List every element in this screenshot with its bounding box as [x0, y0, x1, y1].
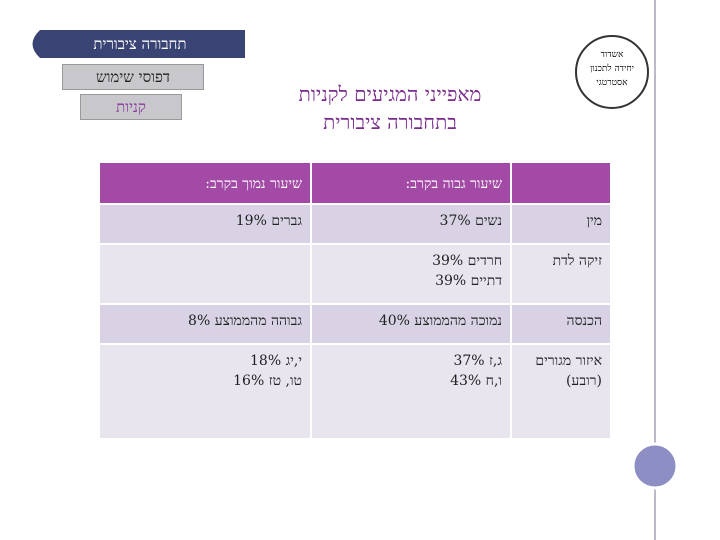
table-row: זיקה לדת חרדים 39% דתיים 39%: [100, 245, 610, 305]
title-line: מאפייני המגיעים לקניות: [298, 82, 482, 106]
table-cell: [100, 245, 310, 305]
table-cell: איזור מגורים (רובע): [510, 345, 610, 440]
logo-text: יחידה לתכנון: [589, 64, 635, 74]
table-cell: הכנסה: [510, 305, 610, 345]
cell-text: י,יג 18%: [250, 353, 302, 369]
table-cell: נמוכה מהממוצע 40%: [310, 305, 510, 345]
table: שיעור גבוה בקרב: שיעור נמוך בקרב: מין נשי…: [100, 163, 610, 440]
cell-text: (רובע): [565, 373, 602, 389]
cell-text: דתיים 39%: [435, 273, 502, 289]
cell-text: זיקה לדת: [552, 253, 602, 269]
cell-text: גברים 19%: [235, 213, 302, 229]
logo: אשדוד יחידה לתכנון אסטרטגי: [578, 48, 646, 90]
table-row: מין נשים 37% גברים 19%: [100, 205, 610, 245]
logo-text: אסטרטגי: [596, 78, 628, 88]
table-cell: נשים 37%: [310, 205, 510, 245]
cell-text: נשים 37%: [439, 213, 502, 229]
cell-text: ו,ח 43%: [450, 373, 502, 389]
table-row: הכנסה נמוכה מהממוצע 40% גבוהה מהממוצע 8%: [100, 305, 610, 345]
header-row: שיעור גבוה בקרב: שיעור נמוך בקרב:: [100, 163, 610, 205]
table-cell: מין: [510, 205, 610, 245]
cell-text: גבוהה מהממוצע 8%: [188, 313, 302, 329]
cell-text: טו, טז 16%: [233, 373, 302, 389]
table-cell: י,יג 18% טו, טז 16%: [100, 345, 310, 440]
ornament: [631, 442, 679, 490]
cell-text: איזור מגורים: [535, 353, 602, 369]
table-cell: גברים 19%: [100, 205, 310, 245]
cell-text: מין: [586, 213, 602, 229]
nav-tab[interactable]: קניות: [80, 94, 182, 120]
table-cell: גבוהה מהממוצע 8%: [100, 305, 310, 345]
logo-ring: [575, 35, 649, 109]
table-cell: ג,ז 37% ו,ח 43%: [310, 345, 510, 440]
table-cell: זיקה לדת: [510, 245, 610, 305]
tab-shape: [32, 30, 245, 58]
nav-tab[interactable]: דפוסי שימוש: [62, 64, 204, 90]
cell-text: חרדים 39%: [432, 253, 502, 269]
title: מאפייני המגיעים לקניות בתחבורה ציבורית: [230, 80, 550, 136]
header-cell: [510, 163, 610, 205]
title-line: בתחבורה ציבורית: [323, 110, 457, 134]
table-cell: חרדים 39% דתיים 39%: [310, 245, 510, 305]
cell-text: נמוכה מהממוצע 40%: [378, 313, 502, 329]
header-cell: שיעור גבוה בקרב:: [310, 163, 510, 205]
cell-text: ג,ז 37%: [453, 353, 502, 369]
cell-text: הכנסה: [566, 313, 602, 329]
logo-text: אשדוד: [600, 50, 624, 60]
header-cell: שיעור נמוך בקרב:: [100, 163, 310, 205]
nav-tab[interactable]: תחבורה ציבורית: [93, 35, 187, 53]
table-row: איזור מגורים (רובע) ג,ז 37% ו,ח 43% י,יג 18%…: [100, 345, 610, 440]
